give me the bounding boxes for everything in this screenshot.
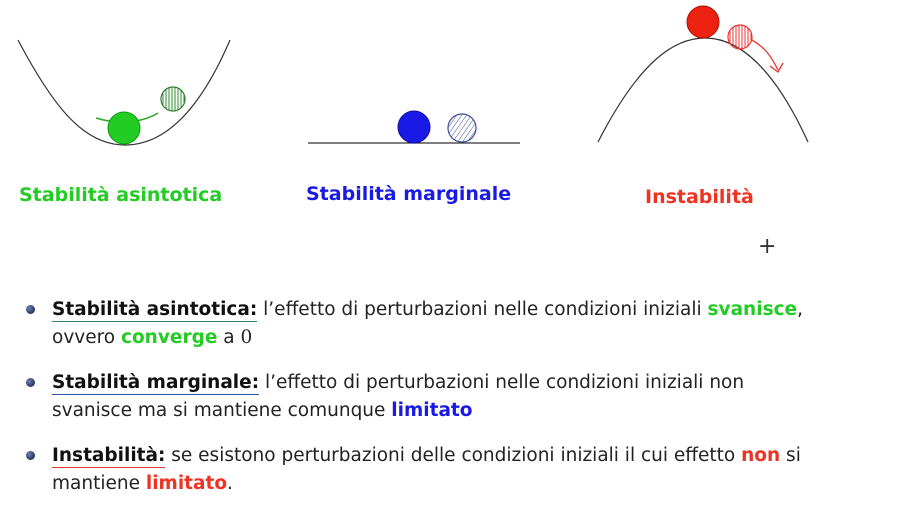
text: svanisce ma si mantiene comunque — [52, 400, 392, 421]
bullet-dot-icon — [26, 378, 35, 387]
text: se esistono perturbazioni delle condizio… — [165, 445, 742, 466]
highlight-red: non — [741, 445, 781, 466]
bullet-list: Stabilità asintotica: l’effetto di pertu… — [24, 296, 904, 515]
highlight-blue: limitato — [391, 400, 473, 421]
text: l’effetto di perturbazioni nelle condizi… — [257, 299, 708, 320]
valley-curve — [17, 39, 231, 146]
instability-figure — [597, 5, 809, 143]
fall-arrow-head — [769, 62, 784, 73]
list-item: Stabilità asintotica: l’effetto di pertu… — [24, 296, 904, 352]
perturbed-red-ball — [727, 24, 753, 50]
list-item: Instabilità: se esistono perturbazioni d… — [24, 442, 904, 498]
red-ball — [686, 5, 720, 39]
cursor-crosshair-icon: + — [758, 234, 777, 259]
list-item: Stabilità marginale: l’effetto di pertur… — [24, 369, 904, 425]
caption-marginal: Stabilità marginale — [306, 183, 512, 205]
stability-figures — [17, 5, 809, 146]
highlight-green: converge — [121, 327, 218, 348]
caption-instability: Instabilità — [645, 186, 754, 208]
bullet-dot-icon — [26, 451, 35, 460]
perturbed-green-ball — [160, 86, 186, 112]
blue-ball — [397, 110, 431, 144]
text: si — [780, 445, 801, 466]
text: ovvero — [52, 327, 121, 348]
text: mantiene — [52, 473, 146, 494]
perturbed-blue-ball — [447, 113, 477, 143]
term-instability: Instabilità: — [52, 445, 166, 468]
highlight-green: svanisce — [707, 299, 798, 320]
fall-arrow — [751, 39, 779, 71]
term-marginal: Stabilità marginale: — [52, 372, 260, 395]
green-ball — [107, 111, 141, 145]
text: l’effetto di perturbazioni nelle condizi… — [259, 372, 745, 393]
text: , — [797, 299, 803, 320]
bullet-dot-icon — [26, 305, 35, 314]
marginal-figure — [308, 110, 520, 144]
asymptotic-figure — [17, 39, 231, 146]
text: a — [217, 327, 241, 348]
term-asymptotic: Stabilità asintotica: — [52, 299, 258, 322]
highlight-red: limitato — [145, 473, 228, 494]
math-zero: 0 — [240, 327, 253, 348]
text: . — [227, 473, 233, 494]
hill-curve — [597, 37, 809, 143]
caption-asymptotic: Stabilità asintotica — [19, 184, 223, 206]
